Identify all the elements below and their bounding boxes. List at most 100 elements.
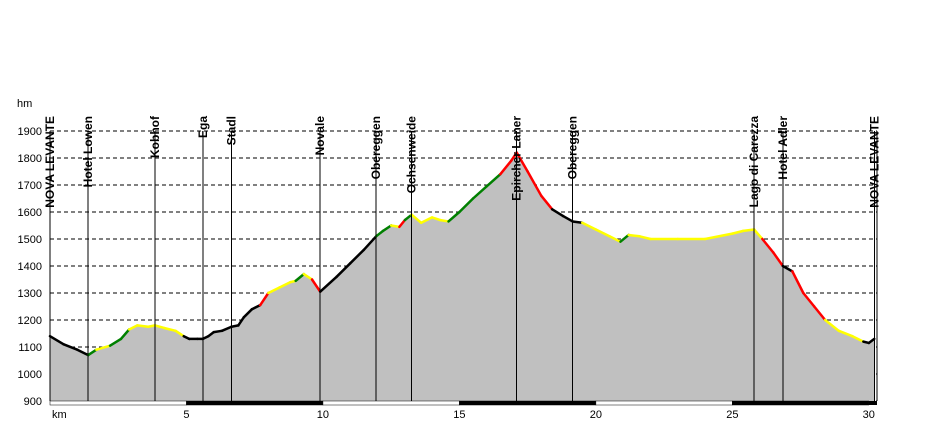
- y-axis-label: hm: [17, 98, 32, 110]
- profile-segment: [742, 228, 756, 233]
- x-axis-bar: [732, 400, 870, 406]
- profile-segment: [374, 229, 385, 238]
- profile-segment: [258, 291, 270, 307]
- profile-segment: [499, 159, 513, 176]
- waypoint-label: Kobhof: [148, 115, 162, 158]
- profile-segment: [580, 221, 598, 231]
- profile-segment: [267, 286, 281, 295]
- profile-segment: [851, 334, 865, 343]
- profile-segment: [318, 275, 338, 293]
- profile-segment: [403, 213, 413, 222]
- x-tick-label: 30: [863, 409, 875, 421]
- profile-segment: [108, 337, 123, 347]
- waypoint-label: Ochsenweide: [405, 116, 419, 194]
- profile-segment: [510, 151, 518, 162]
- y-tick-label: 1700: [18, 180, 42, 192]
- profile-segment: [781, 264, 794, 273]
- profile-segment: [638, 235, 652, 241]
- y-tick-label: 900: [24, 396, 42, 408]
- profile-segment: [389, 224, 401, 229]
- profile-segment: [430, 216, 442, 222]
- y-tick-label: 1900: [18, 126, 42, 138]
- profile-segment: [86, 348, 98, 357]
- waypoint-label: Lago di Carezza: [747, 116, 761, 208]
- x-axis-bar: [49, 400, 187, 406]
- profile-segment: [761, 237, 775, 254]
- x-axis-bar: [459, 400, 597, 406]
- profile-segment: [439, 218, 450, 223]
- x-tick-label: 10: [317, 409, 329, 421]
- waypoint-label: Obereggen: [369, 116, 383, 179]
- profile-segment: [294, 272, 306, 283]
- elevation-area: [50, 152, 875, 401]
- profile-segment: [772, 251, 785, 268]
- profile-segment: [550, 208, 565, 218]
- y-tick-label: 1600: [18, 207, 42, 219]
- x-tick-label: 5: [183, 409, 189, 421]
- y-tick-label: 1200: [18, 315, 42, 327]
- waypoint-label: Ega: [196, 116, 210, 138]
- profile-segment: [220, 325, 233, 333]
- profile-segment: [823, 318, 841, 333]
- profile-segment: [619, 233, 630, 243]
- profile-segment: [250, 303, 262, 311]
- profile-segment: [627, 233, 641, 238]
- y-tick-label: 1000: [18, 369, 42, 381]
- profile-segment: [362, 235, 378, 252]
- profile-segment: [95, 344, 112, 351]
- profile-segment: [302, 272, 314, 281]
- profile-segment: [212, 329, 224, 334]
- profile-segment: [398, 218, 407, 229]
- waypoint-label: Novale: [313, 116, 327, 156]
- profile-segment: [447, 210, 461, 223]
- waypoint-label: NOVA LEVANTE: [867, 116, 881, 208]
- profile-segment: [515, 151, 529, 173]
- profile-segment: [802, 291, 816, 308]
- profile-segment: [471, 185, 488, 200]
- profile-segment: [752, 228, 764, 241]
- waypoint-label: Hotel Lowen: [81, 116, 95, 187]
- profile-segment: [571, 220, 584, 225]
- y-tick-label: 1800: [18, 153, 42, 165]
- waypoint-label: Obereggen: [566, 116, 580, 179]
- x-axis-bar: [595, 400, 733, 406]
- x-axis-label: km: [52, 409, 67, 421]
- profile-segment: [731, 229, 745, 235]
- profile-segment: [153, 324, 166, 330]
- profile-segment: [242, 307, 254, 319]
- y-tick-label: 1500: [18, 234, 42, 246]
- profile-segment: [410, 213, 423, 225]
- profile-segment: [608, 235, 622, 243]
- elevation-line: [48, 151, 876, 357]
- profile-segment: [76, 348, 90, 357]
- profile-segment: [540, 194, 554, 211]
- y-tick-label: 1300: [18, 288, 42, 300]
- profile-segment: [419, 216, 434, 225]
- profile-segment: [310, 278, 322, 293]
- profile-segment: [485, 172, 502, 188]
- profile-segment: [561, 214, 574, 223]
- profile-segment: [174, 329, 185, 338]
- profile-segment: [812, 305, 827, 322]
- profile-segment: [791, 270, 805, 295]
- waypoint-label: Hotel Adler: [776, 116, 790, 180]
- x-tick-label: 15: [453, 409, 465, 421]
- profile-segment: [837, 329, 854, 338]
- axes: 900 1000 1100 1200 1300 1400 1500 1600 1700 1800 1…: [18, 126, 878, 421]
- profile-segment: [458, 197, 475, 214]
- profile-segment: [119, 328, 131, 341]
- profile-segment: [163, 326, 177, 333]
- profile-segment: [381, 224, 393, 233]
- waypoint-label: Epircher Laner: [510, 116, 524, 201]
- profile-segment: [867, 337, 876, 345]
- x-axis-bar: [186, 400, 324, 406]
- y-tick-label: 1100: [18, 342, 42, 354]
- waypoint-label: Stadl: [225, 116, 239, 145]
- x-axis-bar: [322, 400, 460, 406]
- x-tick-label: 20: [590, 409, 602, 421]
- x-axis-bar: [868, 401, 877, 405]
- profile-segment: [594, 228, 611, 238]
- profile-segment: [48, 334, 65, 346]
- profile-segment: [703, 232, 734, 241]
- profile-segment: [127, 324, 139, 331]
